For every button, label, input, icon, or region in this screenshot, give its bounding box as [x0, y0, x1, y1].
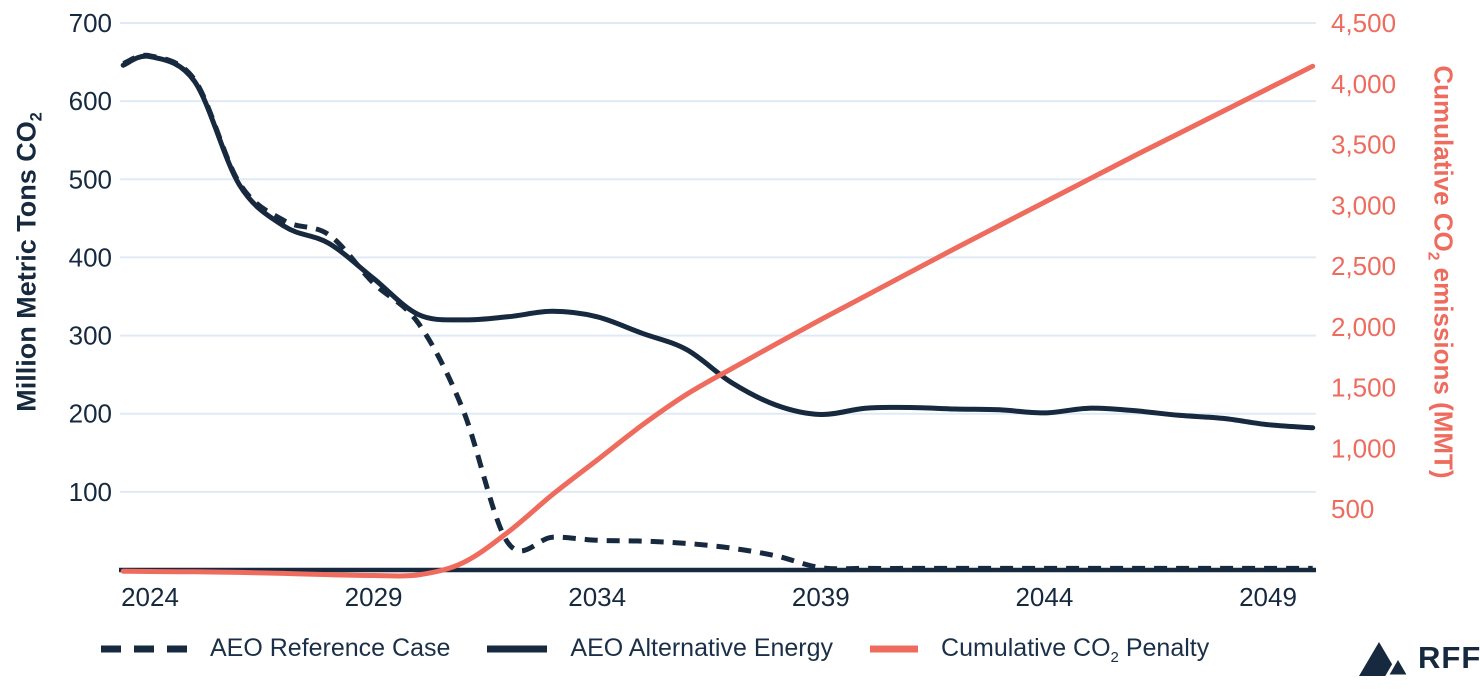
series-line-cumulative-co2-penalty — [120, 63, 1316, 579]
legend-label-reference-case: AEO Reference Case — [210, 634, 451, 662]
legend: AEO Reference Case AEO Alternative Energ… — [100, 634, 1210, 666]
x-axis-tick-label: 2029 — [345, 582, 403, 612]
mountains-icon — [1359, 642, 1410, 678]
right-axis-tick-label: 3,500 — [1331, 130, 1396, 160]
left-axis-title: Million Metric Tons CO2 — [11, 112, 46, 412]
left-axis-tick-label: 400 — [69, 242, 112, 272]
x-axis-tick-label: 2034 — [568, 582, 626, 612]
legend-item-cumulative-penalty: Cumulative CO2 Penalty — [869, 634, 1210, 666]
x-axis-tick-label: 2049 — [1239, 582, 1297, 612]
legend-item-alternative-energy: AEO Alternative Energy — [486, 634, 833, 663]
left-axis-tick-label: 500 — [69, 164, 112, 194]
right-axis-tick-label: 1,000 — [1331, 433, 1396, 463]
right-axis-tick-label: 3,000 — [1331, 190, 1396, 220]
left-axis-title-subscript: 2 — [27, 112, 46, 122]
left-axis-tick-label: 600 — [69, 86, 112, 116]
left-axis-tick-label: 200 — [69, 399, 112, 429]
solid-line-swatch-icon — [487, 645, 548, 652]
right-axis-tick-label: 1,500 — [1331, 373, 1396, 403]
right-axis-title-subscript: 2 — [1424, 251, 1442, 261]
left-axis-tick-label: 100 — [69, 477, 112, 507]
legend-label-cumulative-penalty: Cumulative CO2 Penalty — [941, 634, 1210, 666]
right-axis-tick-label: 2,000 — [1331, 312, 1396, 342]
legend-item-reference-case: AEO Reference Case — [100, 634, 450, 663]
right-axis-title-text: Cumulative CO — [1428, 65, 1459, 252]
left-axis-tick-label: 700 — [69, 8, 112, 38]
right-axis-title: Cumulative CO2 emissions (MMT) — [1424, 65, 1459, 479]
right-axis-tick-label: 2,500 — [1331, 251, 1396, 281]
legend-label-alternative-energy: AEO Alternative Energy — [570, 634, 834, 662]
x-axis-tick-label: 2044 — [1015, 582, 1073, 612]
right-axis-tick-label: 4,500 — [1331, 8, 1396, 38]
x-axis-tick-label: 2039 — [792, 582, 850, 612]
rff-logo-text: RFF — [1418, 640, 1480, 675]
series-line-aeo-alternative-energy — [120, 53, 1316, 431]
right-axis-tick-label: 4,000 — [1331, 69, 1396, 99]
left-axis-title-text: Million Metric Tons CO — [11, 121, 42, 412]
x-axis-tick-label: 2024 — [121, 582, 179, 612]
rff-logo: RFF — [1358, 638, 1480, 678]
coral-line-swatch-icon — [870, 645, 919, 652]
right-axis-title-rest: emissions (MMT) — [1428, 260, 1459, 479]
series-line-aeo-reference-case — [122, 52, 1313, 572]
right-axis-tick-label: 500 — [1331, 494, 1374, 524]
dashed-line-swatch-icon — [101, 645, 187, 652]
left-axis-tick-label: 300 — [69, 321, 112, 351]
